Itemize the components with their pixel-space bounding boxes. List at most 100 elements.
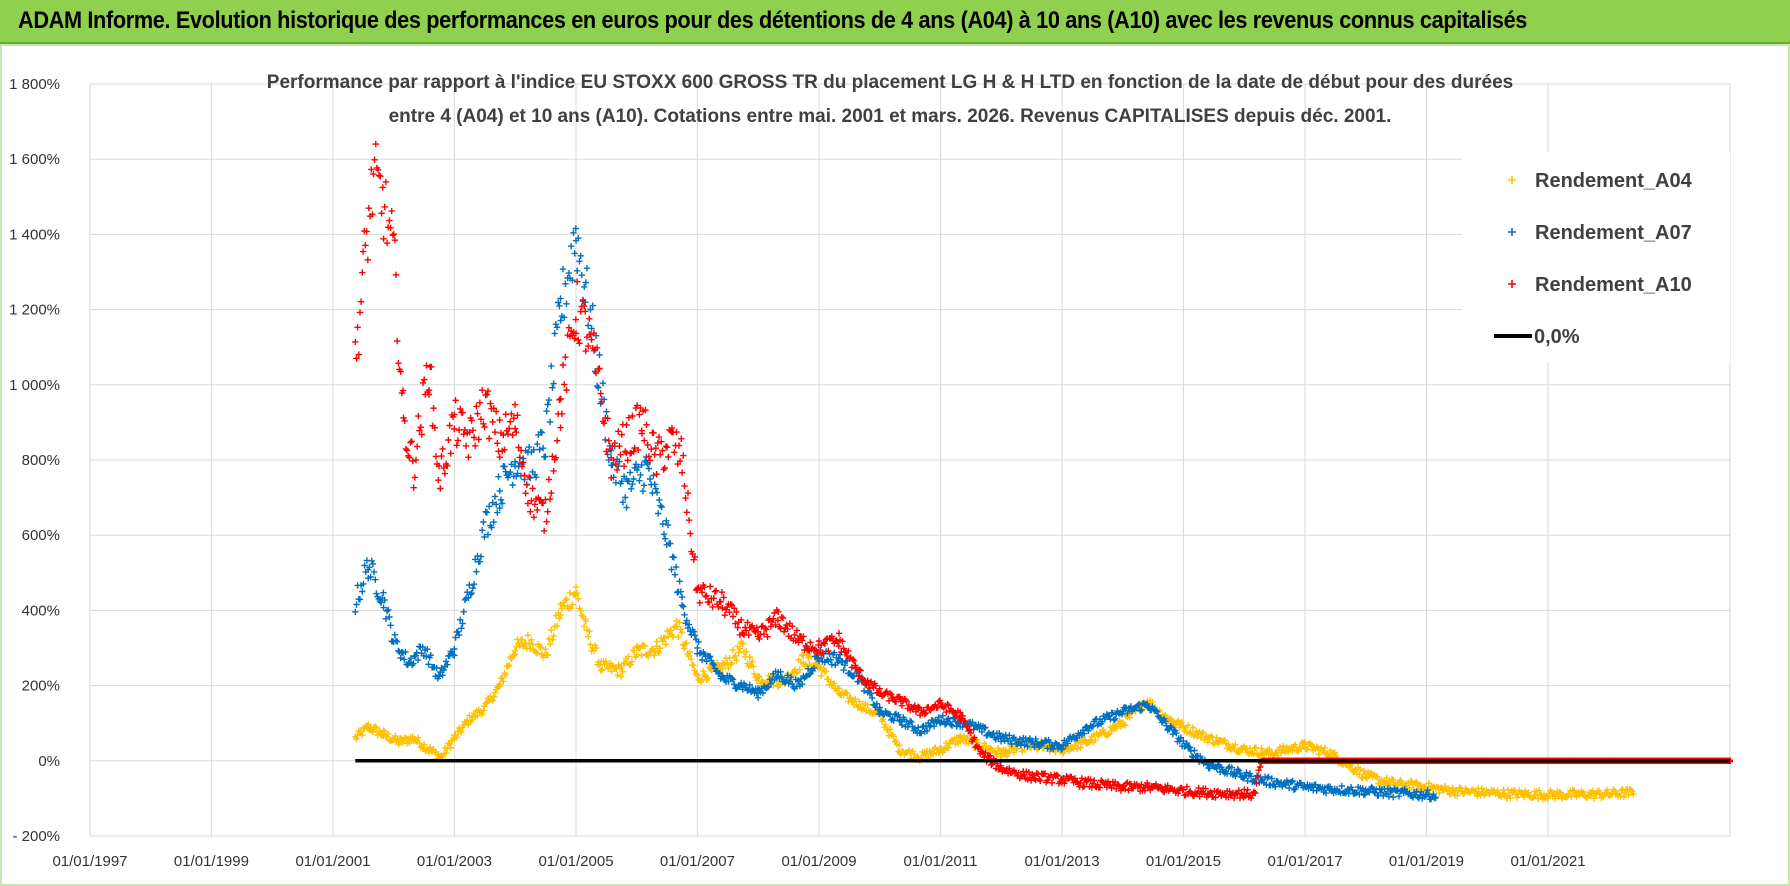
data-point [495, 473, 502, 480]
data-point [1445, 785, 1452, 793]
data-point [400, 414, 407, 421]
data-point [717, 598, 724, 606]
data-point [561, 381, 568, 388]
data-point [383, 733, 391, 740]
data-point [841, 662, 848, 669]
data-point [466, 581, 473, 589]
data-point [516, 642, 523, 649]
data-point [725, 678, 732, 685]
data-point [468, 590, 475, 597]
data-point [1430, 791, 1437, 798]
data-point [657, 645, 664, 652]
data-point [1583, 794, 1591, 801]
data-point [1628, 788, 1636, 795]
data-point [441, 470, 449, 477]
data-point [484, 387, 492, 395]
data-point [356, 309, 364, 316]
data-point [799, 637, 806, 644]
data-point [1033, 740, 1041, 747]
data-point [407, 439, 414, 446]
data-point [655, 649, 663, 656]
data-point [683, 639, 690, 647]
data-point [569, 277, 576, 284]
data-point [818, 672, 825, 679]
data-point [959, 712, 966, 720]
data-point [712, 587, 720, 594]
data-point [1207, 732, 1215, 740]
data-point [729, 646, 737, 654]
data-point [780, 628, 788, 635]
data-point [645, 465, 653, 472]
data-point [736, 645, 744, 652]
data-point [587, 306, 594, 313]
data-point [733, 657, 740, 664]
data-point [777, 668, 784, 675]
data-point [359, 731, 366, 739]
data-point [845, 647, 852, 655]
data-point [374, 166, 382, 173]
data-point [715, 663, 722, 670]
data-point [743, 648, 750, 655]
data-point [680, 645, 688, 652]
data-point [763, 626, 770, 633]
data-point [399, 387, 407, 394]
data-point [490, 693, 497, 700]
data-point [494, 509, 501, 516]
data-point [500, 431, 507, 439]
data-point [444, 661, 451, 668]
data-point [435, 462, 443, 470]
data-point [1307, 783, 1315, 791]
data-point [1432, 794, 1439, 801]
data-point [767, 623, 775, 630]
data-point [778, 613, 785, 621]
data-point [588, 325, 595, 332]
data-point [815, 637, 823, 645]
data-point [754, 674, 762, 681]
data-point [839, 638, 846, 645]
data-point [677, 626, 684, 633]
data-point [475, 436, 482, 443]
data-point [1476, 790, 1483, 797]
data-point [684, 489, 692, 497]
data-point [1087, 776, 1094, 783]
data-point [731, 681, 738, 688]
data-point [425, 387, 433, 394]
data-point [789, 623, 796, 630]
data-point [778, 673, 785, 681]
data-point [856, 666, 863, 673]
data-point [369, 211, 376, 218]
data-point [1630, 791, 1637, 798]
x-tick-label: 01/01/2019 [1389, 853, 1464, 870]
data-point [694, 672, 701, 679]
data-point [1289, 777, 1296, 785]
data-point [534, 440, 541, 448]
data-point [435, 673, 443, 680]
data-point [372, 140, 379, 148]
data-point [849, 656, 857, 663]
data-point [635, 446, 642, 454]
data-point [983, 742, 990, 750]
data-point [369, 560, 377, 568]
data-point [637, 404, 644, 412]
chart-title-line-2: entre 4 (A04) et 10 ans (A10). Cotations… [389, 106, 1392, 127]
data-point [447, 744, 454, 752]
data-point [394, 638, 401, 645]
data-point [898, 721, 906, 729]
y-tick-label: - 200% [12, 828, 60, 845]
data-point [382, 615, 390, 622]
data-point [544, 401, 551, 408]
data-point [1363, 775, 1371, 782]
data-point [366, 564, 373, 571]
data-point [807, 639, 814, 646]
data-point [410, 660, 417, 667]
data-point [1360, 791, 1368, 799]
data-point [646, 457, 654, 464]
data-point [636, 411, 643, 418]
data-point [426, 744, 434, 751]
data-point [430, 405, 437, 412]
data-point [528, 636, 535, 643]
data-point [379, 184, 386, 191]
legend-label: Rendement_A07 [1535, 222, 1692, 244]
data-point [529, 485, 536, 492]
data-point [1147, 786, 1154, 794]
